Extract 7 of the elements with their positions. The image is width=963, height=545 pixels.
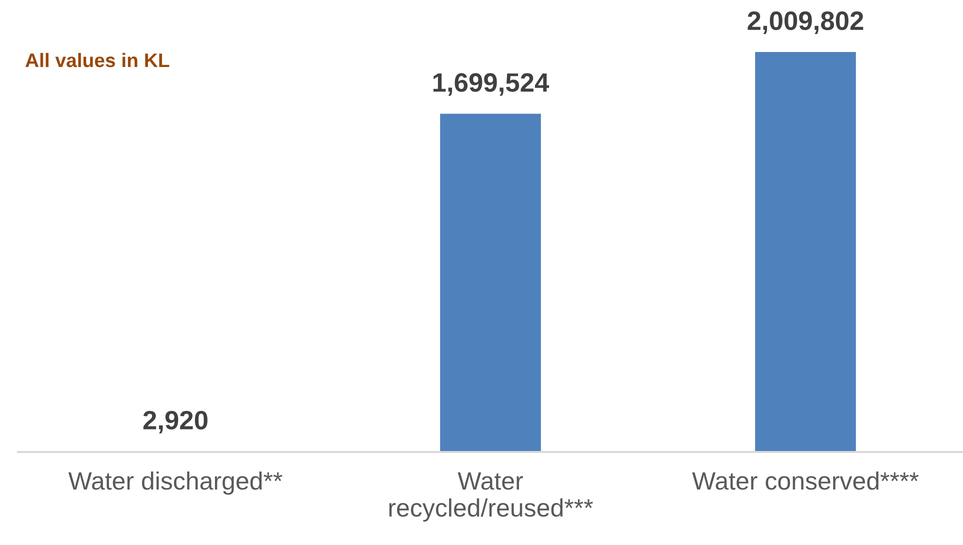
x-tick-label: Water discharged** xyxy=(68,471,282,495)
x-tick-label: Water recycled/reused*** xyxy=(389,472,593,522)
data-label: 2,920 xyxy=(143,410,208,434)
x-tick-label: Water conserved**** xyxy=(692,471,919,490)
data-label: 1,699,524 xyxy=(433,73,550,96)
annotation: All values in KL xyxy=(25,52,170,68)
data-label: 2,009,802 xyxy=(748,11,864,34)
